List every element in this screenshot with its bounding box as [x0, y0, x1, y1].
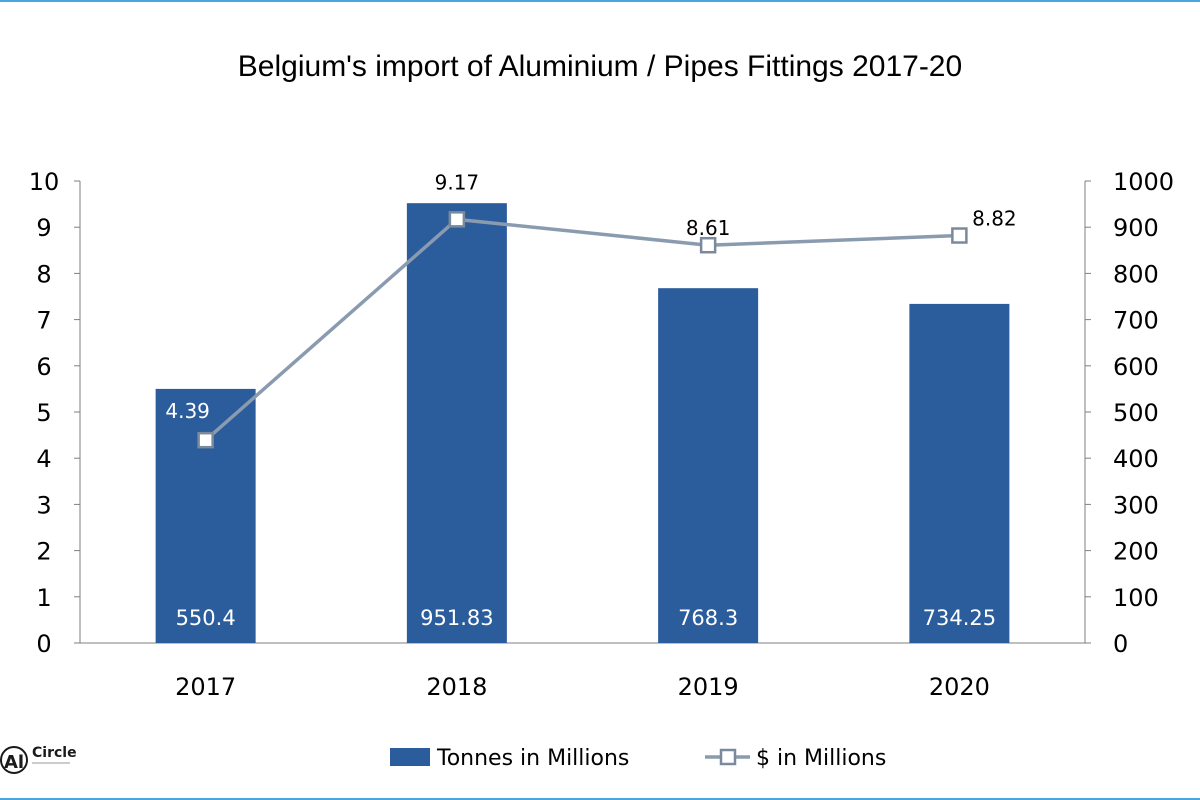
right-tick-label: 0	[1113, 630, 1128, 658]
left-tick-label: 6	[36, 353, 51, 381]
line-marker	[448, 211, 466, 228]
right-tick-label: 600	[1113, 353, 1159, 381]
bar	[909, 303, 1010, 643]
legend-bar-label: Tonnes in Millions	[436, 746, 629, 771]
left-axis: 0 1 2 3 4 5 6 7 8 9 10	[29, 168, 1085, 658]
right-tick-label: 800	[1113, 260, 1159, 288]
line-path	[204, 217, 960, 442]
left-tick-label: 9	[36, 214, 51, 242]
line-data-label: 4.39	[165, 399, 210, 423]
left-tick-label: 3	[36, 491, 51, 519]
line-data-label: 9.17	[435, 170, 480, 194]
bar-data-label: 951.83	[420, 606, 493, 630]
x-tick-label: 2017	[175, 673, 236, 701]
left-tick-label: 1	[36, 584, 51, 612]
line-marker	[699, 236, 717, 254]
right-tick-label: 300	[1113, 491, 1159, 519]
bar	[406, 203, 507, 643]
line-marker	[951, 227, 968, 244]
right-tick-label: 100	[1113, 584, 1159, 612]
x-axis-labels: 2017 2018 2019 2020	[175, 673, 990, 701]
line-marker	[197, 431, 214, 449]
bar-data-label: 734.25	[923, 606, 996, 630]
left-tick-label: 5	[36, 399, 51, 427]
alcircle-logo: Al Circle	[0, 745, 77, 774]
right-tick-label: 400	[1113, 445, 1159, 473]
left-tick-label: 2	[36, 538, 51, 566]
x-tick-label: 2020	[929, 673, 990, 701]
logo-text: Circle	[32, 745, 77, 761]
right-tick-label: 700	[1113, 307, 1159, 335]
line-series: 4.39 9.17 8.61 8.82	[165, 170, 1017, 449]
left-tick-label: 8	[36, 260, 51, 288]
left-tick-label: 10	[29, 168, 60, 196]
legend: Tonnes in Millions $ in Millions	[390, 746, 886, 771]
left-tick-label: 4	[36, 445, 51, 473]
left-tick-label: 7	[36, 307, 51, 335]
bars: 550.4 951.83 768.3 734.25	[155, 203, 1010, 643]
logo-letters: Al	[4, 752, 24, 773]
legend-line-marker	[719, 748, 737, 766]
chart-title: Belgium's import of Aluminium / Pipes Fi…	[237, 50, 963, 83]
right-tick-label: 1000	[1113, 168, 1174, 196]
bar	[155, 388, 256, 643]
line-data-label: 8.82	[972, 207, 1017, 231]
bar-data-label: 550.4	[176, 606, 236, 630]
right-axis: 0 100 200 300 400 500 600 700 800 900 1000	[1084, 168, 1174, 658]
bar	[658, 288, 759, 643]
x-tick-label: 2019	[678, 673, 739, 701]
left-tick-label: 0	[36, 630, 51, 658]
bar-data-label: 768.3	[678, 606, 738, 630]
x-tick-label: 2018	[426, 673, 487, 701]
legend-line-label: $ in Millions	[756, 746, 886, 771]
right-tick-label: 900	[1113, 214, 1159, 242]
right-tick-label: 500	[1113, 399, 1159, 427]
line-data-label: 8.61	[686, 216, 731, 240]
legend-bar-swatch	[390, 748, 430, 766]
right-tick-label: 200	[1113, 538, 1159, 566]
